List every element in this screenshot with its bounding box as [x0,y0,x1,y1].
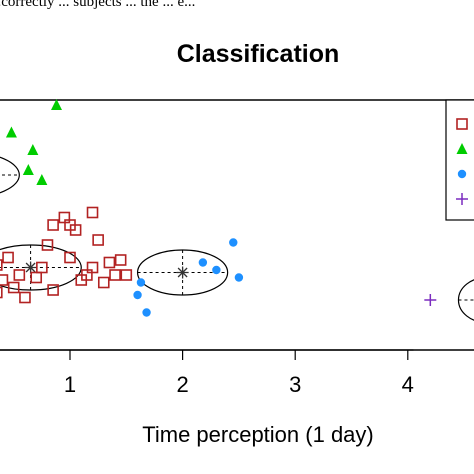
data-point [109,269,121,281]
data-point [0,286,3,299]
data-point [50,99,62,110]
data-point [0,274,9,286]
legend-marker [456,193,468,205]
data-point [212,265,221,275]
data-point [47,284,59,296]
chart-title: Classification [177,40,340,68]
data-point [234,273,244,282]
x-tick-label: 4 [402,372,414,397]
points-layer [0,99,437,317]
cluster-centroid [176,266,189,279]
legend-box [445,99,474,221]
data-point [7,281,20,294]
data-point [114,254,127,266]
legend-marker [456,118,468,130]
data-point [13,269,26,281]
data-point [5,126,17,138]
data-point [64,219,76,231]
data-point [27,144,39,155]
data-point [0,259,3,271]
x-tick-label: 2 [176,372,188,397]
data-point [64,251,76,264]
data-point [19,291,31,304]
data-point [136,278,146,287]
data-point [97,276,110,289]
data-point [36,261,48,274]
cluster-centroid [24,261,37,274]
data-point [229,238,238,247]
data-point [86,206,99,219]
data-point [22,164,34,175]
data-point [142,308,151,317]
data-point [41,239,54,251]
data-point [424,294,437,306]
data-point [86,261,99,274]
legend-markers [456,118,468,205]
data-point [36,174,48,185]
data-point [103,256,116,269]
cluster-ellipse [0,156,20,194]
data-point [92,234,104,246]
data-point [47,219,59,231]
legend-marker [457,169,467,179]
x-tick-label: 1 [64,372,76,397]
x-axis-title: Time perception (1 day) [142,422,374,447]
data-point [30,271,43,284]
x-axis: 1 2 3 4 [0,349,414,397]
caption-fragment: ...correctly ... subjects ... the ... e.… [0,0,195,10]
ellipses-layer [0,156,474,321]
x-tick-label: 3 [289,372,301,397]
legend [445,99,474,221]
data-point [198,258,208,267]
legend-marker [456,143,468,154]
data-point [133,290,142,300]
data-point [120,269,133,281]
data-point [2,251,14,264]
